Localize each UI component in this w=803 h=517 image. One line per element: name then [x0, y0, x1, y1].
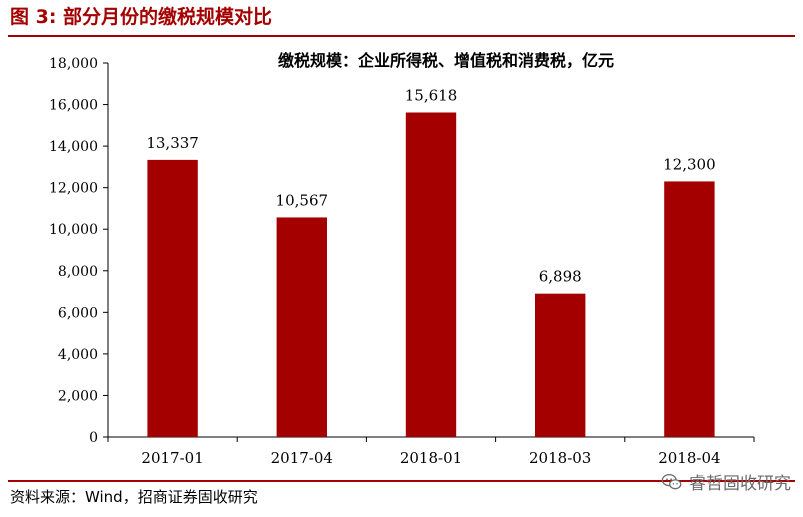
x-tick-label: 2017-04: [271, 449, 333, 467]
watermark: 睿哲固收研究: [661, 469, 791, 494]
title-divider: [8, 35, 795, 37]
y-tick-label: 18,000: [49, 56, 98, 72]
chart-title: 缴税规模：企业所得税、增值税和消费税，亿元: [278, 51, 614, 70]
x-tick-label: 2018-01: [400, 449, 462, 467]
bar: [535, 293, 586, 437]
y-tick-label: 4,000: [58, 347, 98, 363]
data-label: 13,337: [146, 134, 199, 152]
x-tick-label: 2018-04: [658, 449, 720, 467]
y-tick-label: 0: [89, 430, 98, 446]
bar: [664, 181, 715, 437]
bar: [405, 112, 457, 437]
data-label: 6,898: [539, 268, 582, 286]
y-tick-label: 12,000: [49, 181, 98, 197]
y-tick-label: 8,000: [58, 264, 98, 280]
source-note: 资料来源：Wind，招商证券固收研究: [10, 488, 258, 506]
bar: [276, 217, 327, 437]
data-label: 10,567: [276, 191, 329, 209]
wechat-icon: [661, 473, 682, 489]
data-label: 12,300: [663, 155, 716, 173]
x-tick-label: 2018-03: [529, 449, 591, 467]
x-tick-label: 2017-01: [141, 449, 203, 467]
bar-chart: 缴税规模：企业所得税、增值税和消费税，亿元 0 2,000 4,000 6,000 8,0…: [49, 51, 755, 467]
y-tick-label: 10,000: [49, 222, 98, 238]
footer-divider: [8, 480, 795, 482]
y-tick-label: 6,000: [58, 305, 98, 321]
bar: [147, 159, 198, 437]
y-tick-label: 14,000: [49, 139, 98, 155]
y-tick-label: 2,000: [58, 388, 98, 404]
watermark-text: 睿哲固收研究: [689, 474, 791, 494]
y-tick-label: 16,000: [49, 98, 98, 114]
data-label: 15,618: [405, 86, 458, 104]
figure-title: 图 3: 部分月份的缴税规模对比: [10, 6, 273, 28]
